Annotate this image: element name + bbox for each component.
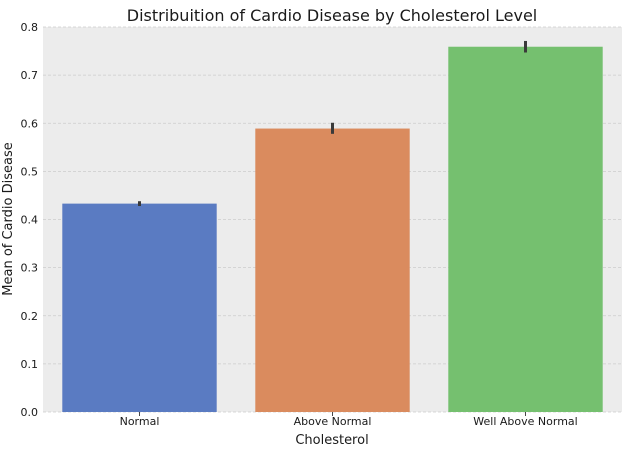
bar	[62, 203, 217, 412]
y-axis-label: Mean of Cardio Disease	[1, 142, 16, 295]
y-tick-label: 0.3	[21, 262, 39, 275]
y-tick-label: 0.0	[21, 406, 39, 419]
x-tick-label: Above Normal	[294, 415, 372, 428]
chart-title: Distribuition of Cardio Disease by Chole…	[127, 6, 537, 25]
x-tick-label: Well Above Normal	[473, 415, 577, 428]
y-tick-label: 0.6	[21, 117, 39, 130]
bar	[255, 128, 410, 412]
bars-layer	[62, 46, 603, 412]
y-tick-label: 0.2	[21, 310, 39, 323]
y-tick-label: 0.4	[21, 214, 39, 227]
x-axis-label: Cholesterol	[295, 433, 368, 448]
y-tick-label: 0.7	[21, 69, 39, 82]
y-tick-label: 0.1	[21, 358, 39, 371]
y-tick-label: 0.5	[21, 165, 39, 178]
x-axis: Normal Above Normal Well Above Normal	[120, 415, 578, 428]
x-tick-label: Normal	[120, 415, 160, 428]
y-axis: 0.0 0.1 0.2 0.3 0.4 0.5 0.6 0.7 0.8	[21, 21, 39, 419]
error-bars-layer	[138, 40, 527, 207]
y-tick-label: 0.8	[21, 21, 39, 34]
bar	[448, 46, 603, 412]
